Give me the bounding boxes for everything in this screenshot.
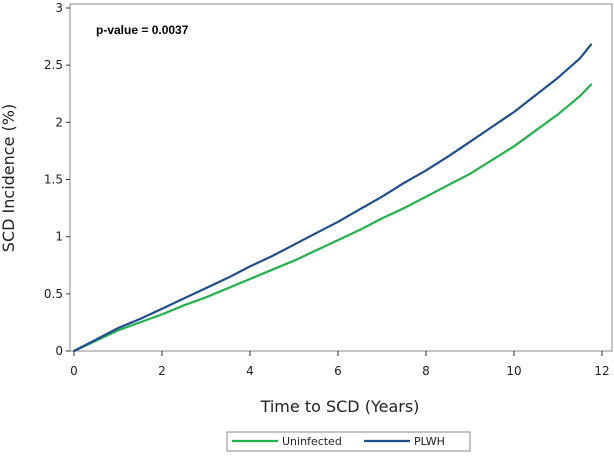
legend: Uninfected PLWH [226,431,471,452]
series-lines [72,43,593,353]
legend-label-uninfected: Uninfected [282,435,342,448]
x-tick-label-0: 0 [70,364,78,378]
y-tick-label-3: 1.5 [44,173,63,187]
x-tick-label-5: 10 [506,364,521,378]
y-axis-ticks: 0 0.5 1 1.5 2 2.5 3 [44,1,70,358]
y-tick-label-6: 3 [55,1,63,15]
y-tick-label-1: 0.5 [44,287,63,301]
legend-box [226,431,471,452]
legend-items: Uninfected PLWH [232,435,445,448]
y-axis-title: SCD Incidence (%) [0,104,18,252]
x-tick-label-6: 12 [594,364,609,378]
plot-frame [69,3,613,352]
series-line-plwh [72,43,593,353]
y-tick-label-2: 1 [55,230,63,244]
series-line-uninfected [72,83,593,353]
y-tick-label-5: 2.5 [44,58,63,72]
x-axis-title: Time to SCD (Years) [260,397,420,416]
p-value-annotation: p-value = 0.0037 [96,23,189,37]
x-axis-ticks: 0 2 4 6 8 10 12 [70,351,610,378]
y-tick-label-0: 0 [55,344,63,358]
x-tick-label-1: 2 [158,364,166,378]
x-tick-label-2: 4 [246,364,254,378]
x-tick-label-3: 6 [334,364,342,378]
x-tick-label-4: 8 [422,364,430,378]
plot-area-border [69,3,613,352]
y-tick-label-4: 2 [55,115,63,129]
legend-label-plwh: PLWH [414,435,445,448]
